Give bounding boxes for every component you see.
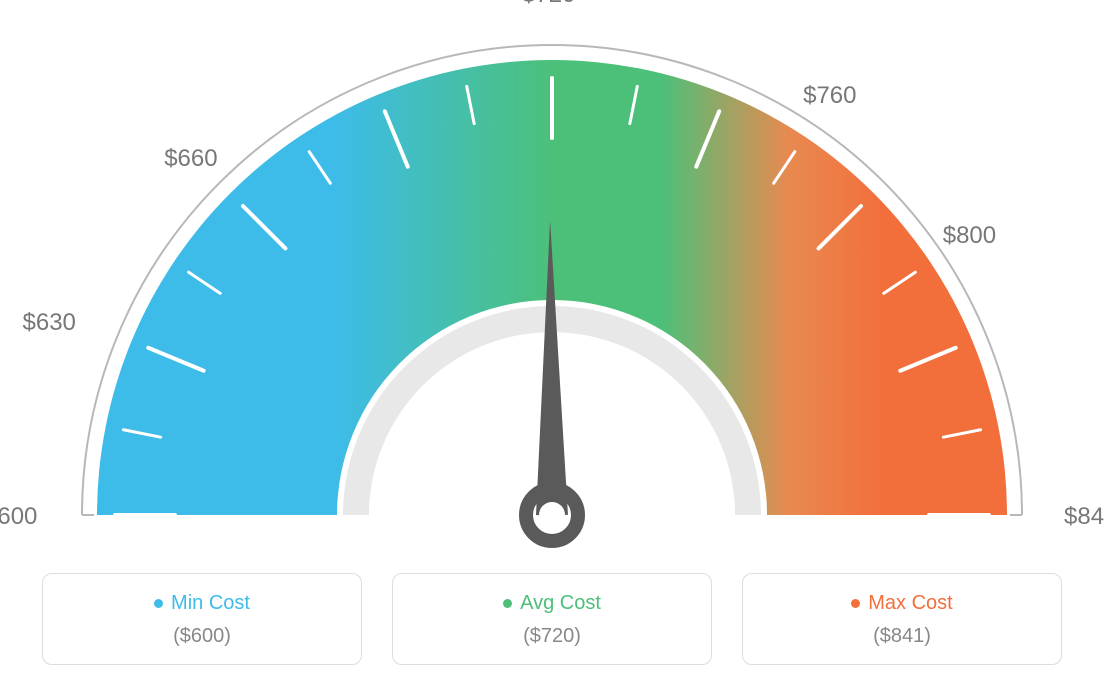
legend-row: Min Cost ($600) Avg Cost ($720) Max Cost… — [42, 573, 1062, 665]
gauge-tick-label: $720 — [522, 0, 575, 9]
legend-avg: Avg Cost ($720) — [392, 573, 712, 665]
legend-avg-value: ($720) — [403, 625, 701, 648]
gauge-tick-label: $600 — [0, 503, 37, 531]
dot-icon — [503, 599, 512, 608]
legend-max-value: ($841) — [753, 625, 1051, 648]
gauge-tick-label: $800 — [943, 222, 996, 250]
gauge-tick-label: $630 — [23, 309, 76, 337]
gauge-tick-label: $841 — [1064, 503, 1104, 531]
gauge-svg — [22, 15, 1082, 575]
legend-min-value: ($600) — [53, 625, 351, 648]
gauge-tick-label: $660 — [164, 145, 217, 173]
dot-icon — [154, 599, 163, 608]
legend-min-title: Min Cost — [53, 592, 351, 615]
legend-avg-title: Avg Cost — [403, 592, 701, 615]
legend-max-label: Max Cost — [868, 592, 952, 614]
legend-avg-label: Avg Cost — [520, 592, 601, 614]
legend-min-label: Min Cost — [171, 592, 250, 614]
dot-icon — [851, 599, 860, 608]
legend-max-title: Max Cost — [753, 592, 1051, 615]
cost-gauge: $600$630$660$720$760$800$841 — [22, 15, 1082, 575]
gauge-tick-label: $760 — [803, 82, 856, 110]
legend-max: Max Cost ($841) — [742, 573, 1062, 665]
legend-min: Min Cost ($600) — [42, 573, 362, 665]
